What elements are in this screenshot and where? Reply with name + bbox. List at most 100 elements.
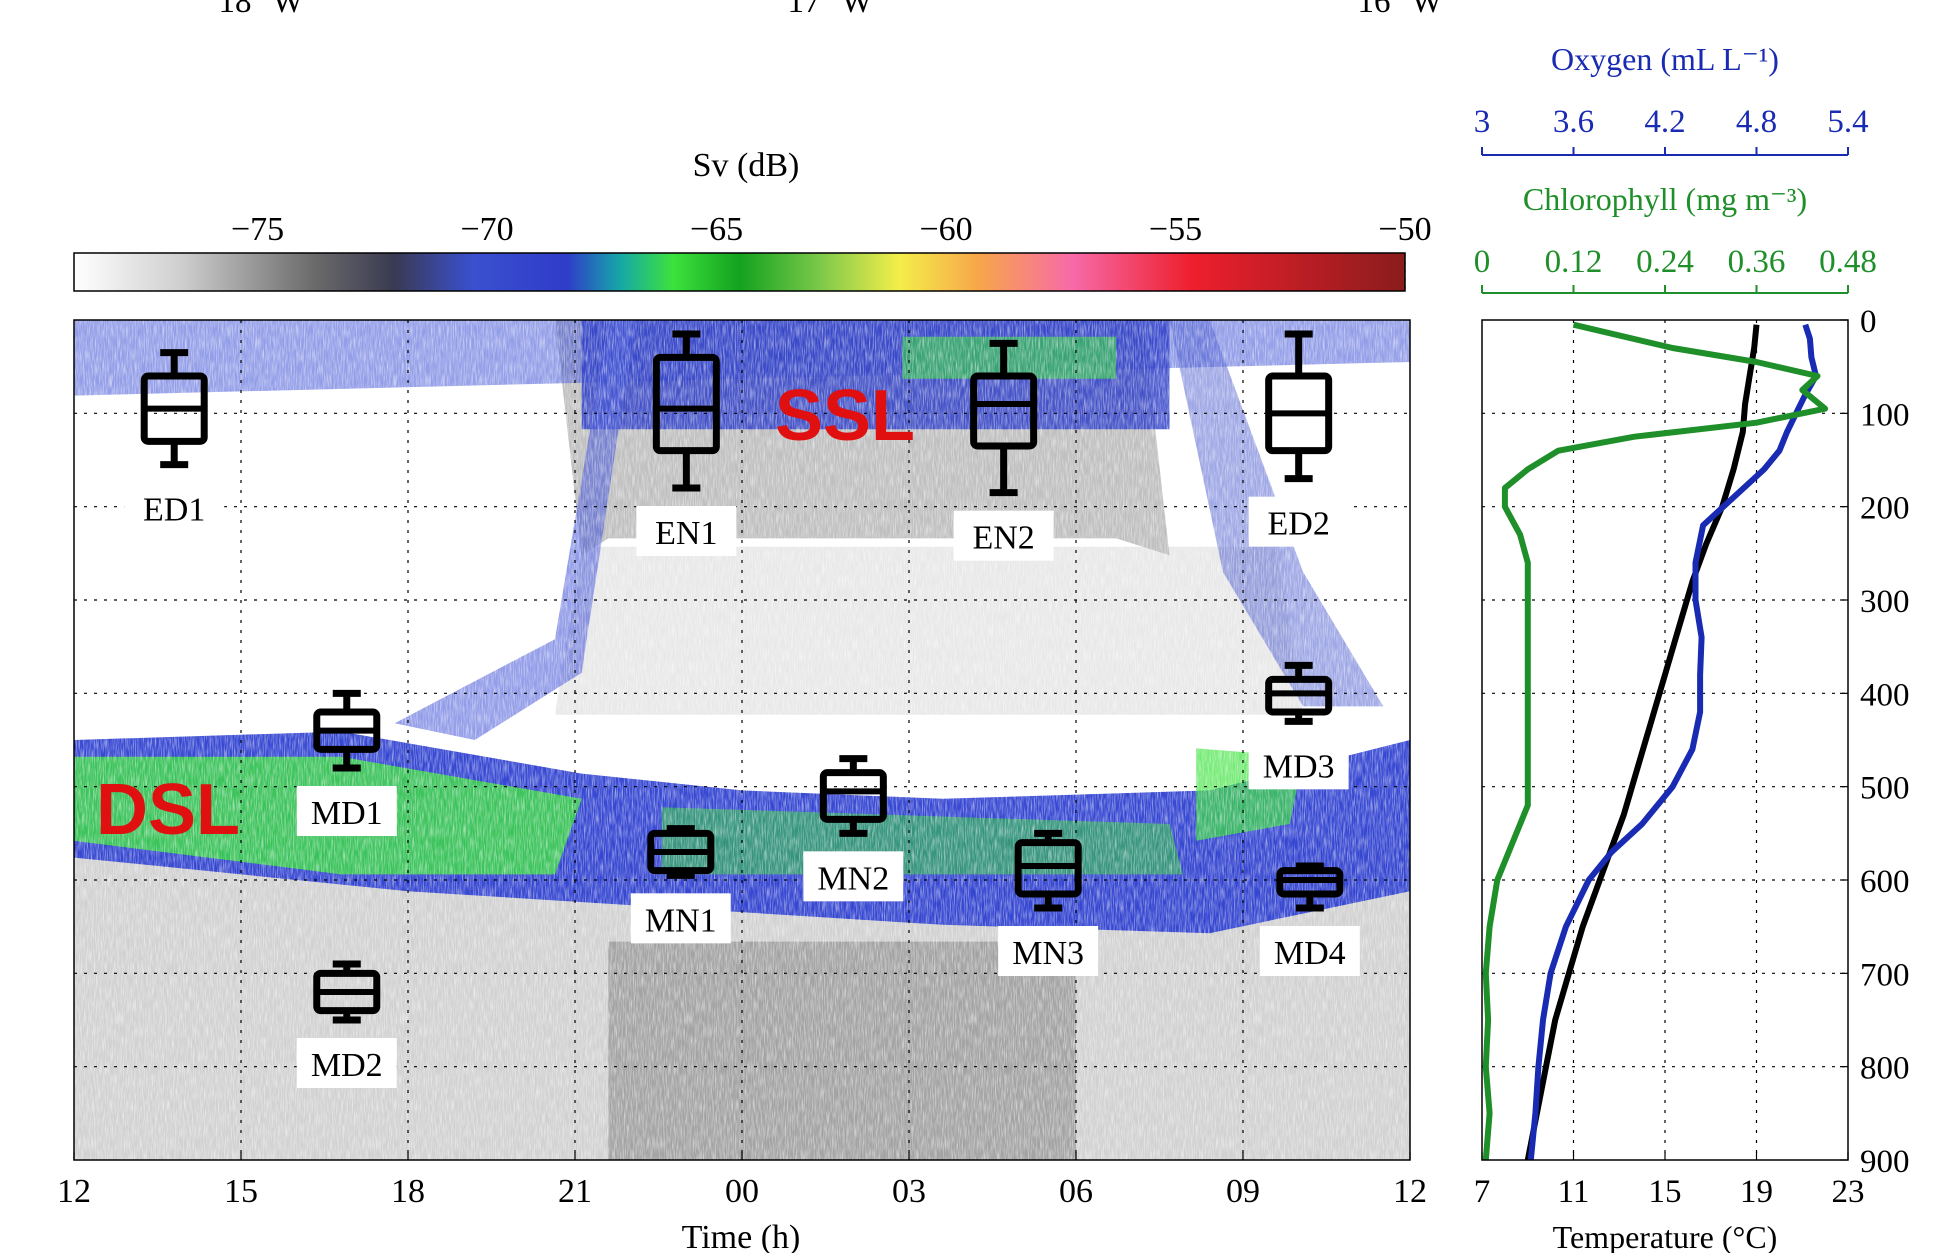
profile-line-oxygen xyxy=(1527,323,1819,1161)
profile-lines xyxy=(1482,321,1829,1161)
echogram-x-tick-label: 12 xyxy=(57,1173,91,1210)
echogram-x-tick-label: 03 xyxy=(892,1173,926,1210)
colorbar: Sv (dB) −75 −70 −65 −60 −55 −50 xyxy=(73,147,1432,292)
depth-tick-label: 300 xyxy=(1860,584,1910,620)
chlorophyll-axis-label: Chlorophyll (mg m⁻³) xyxy=(1523,181,1807,217)
station-box xyxy=(970,372,1038,450)
depth-tick-label: 400 xyxy=(1860,677,1910,713)
top-axis-tick-label: 0.48 xyxy=(1819,244,1877,280)
station-label-bg xyxy=(1248,496,1349,547)
temperature-tick-label: 11 xyxy=(1558,1174,1590,1210)
station-label: MD2 xyxy=(311,1047,383,1084)
echogram-x-ticks: 12 15 18 21 00 03 06 09 12 xyxy=(57,1152,1427,1210)
station-mn2: MN2 xyxy=(803,755,904,902)
station-label: MN3 xyxy=(1012,935,1084,972)
station-ed1: ED1 xyxy=(124,349,225,533)
temperature-x-ticks: 7 11 15 19 23 xyxy=(1474,1152,1865,1210)
station-label: MN1 xyxy=(645,902,717,939)
echogram-x-tick-label: 06 xyxy=(1059,1173,1093,1210)
station-label-bg xyxy=(953,510,1054,561)
longitude-label-2: 16° W xyxy=(1358,0,1444,20)
profile-grid xyxy=(1482,320,1848,1160)
layer-label-ssl: SSL xyxy=(775,376,915,456)
station-mn1: MN1 xyxy=(630,825,731,944)
top-axis-tick-label: 0.36 xyxy=(1728,244,1786,280)
station-label: EN1 xyxy=(655,515,717,552)
echogram-panel: 12 15 18 21 00 03 06 09 12 Time (h) ED1 EN1 EN2 ED2… xyxy=(57,319,1427,1253)
temperature-tick-label: 7 xyxy=(1474,1174,1491,1210)
echogram-x-tick-label: 18 xyxy=(391,1173,425,1210)
station-label-bg xyxy=(1259,926,1360,976)
oxygen-axis-label: Oxygen (mL L⁻¹) xyxy=(1551,41,1779,77)
station-mn3: MN3 xyxy=(998,829,1099,976)
top-axis-tick-label: 3.6 xyxy=(1553,104,1594,140)
profile-panel: Oxygen (mL L⁻¹) 3 3.6 4.2 4.8 5.4 Chlorophyl… xyxy=(1474,41,1910,1253)
top-axis-tick-label: 3 xyxy=(1474,104,1491,140)
temperature-tick-label: 15 xyxy=(1649,1174,1682,1210)
station-label-bg xyxy=(1248,739,1349,790)
top-axis-tick-label: 0 xyxy=(1474,244,1491,280)
depth-tick-label: 100 xyxy=(1860,397,1910,433)
top-axis-tick-label: 4.8 xyxy=(1736,104,1777,140)
station-label: ED1 xyxy=(143,492,205,529)
depth-tick-label: 200 xyxy=(1860,491,1910,527)
station-label: ED2 xyxy=(1268,506,1330,543)
top-longitude-axis: 18° W 17° W 16° W xyxy=(219,0,1444,20)
echogram-x-tick-label: 09 xyxy=(1226,1173,1260,1210)
depth-y-ticks: 0 100 200 300 400 500 600 700 800 900 xyxy=(1840,304,1910,1180)
chlorophyll-axis: 0 0.12 0.24 0.36 0.48 xyxy=(1474,244,1877,294)
station-box xyxy=(819,769,887,823)
station-label-bg xyxy=(124,482,225,533)
colorbar-tick-label: −65 xyxy=(690,211,743,248)
depth-tick-label: 0 xyxy=(1860,304,1877,340)
station-label: MD3 xyxy=(1263,748,1335,785)
station-label: MN2 xyxy=(817,860,889,897)
top-axis-tick-label: 0.24 xyxy=(1636,244,1694,280)
station-label-bg xyxy=(636,506,737,556)
colorbar-tick-label: −50 xyxy=(1378,211,1431,248)
colorbar-label: Sv (dB) xyxy=(693,147,800,184)
top-axis-tick-label: 4.2 xyxy=(1644,104,1685,140)
depth-tick-label: 800 xyxy=(1860,1051,1910,1087)
depth-tick-label: 500 xyxy=(1860,771,1910,807)
station-label-bg xyxy=(296,1038,397,1088)
station-label-bg xyxy=(998,926,1099,976)
station-label: MD4 xyxy=(1274,935,1346,972)
echogram-grid xyxy=(74,320,1410,1160)
depth-tick-label: 600 xyxy=(1860,864,1910,900)
profile-line-temperature xyxy=(1524,324,1760,1161)
station-md2: MD2 xyxy=(296,960,397,1088)
oxygen-axis: 3 3.6 4.2 4.8 5.4 xyxy=(1474,104,1869,156)
station-markers: ED1 EN1 EN2 ED2 MD1 MN1 MN2 MN3 MD3 MD4 MD2 xyxy=(124,330,1360,1088)
colorbar-tick-label: −55 xyxy=(1149,211,1202,248)
station-md3: MD3 xyxy=(1248,661,1349,790)
layer-label-dsl: DSL xyxy=(96,770,240,850)
colorbar-tick-label: −70 xyxy=(460,211,513,248)
colorbar-tick-label: −60 xyxy=(919,211,972,248)
station-label-bg xyxy=(803,851,904,902)
profile-line-chlorophyll xyxy=(1482,321,1829,1161)
colorbar-ticks: −75 −70 −65 −60 −55 −50 xyxy=(231,211,1432,291)
station-md1: MD1 xyxy=(296,689,397,836)
echogram-xlabel: Time (h) xyxy=(682,1219,801,1253)
station-ed2: ED2 xyxy=(1248,330,1349,547)
colorbar-tick-label: −75 xyxy=(231,211,284,248)
station-box xyxy=(652,353,720,455)
station-label-bg xyxy=(296,786,397,836)
station-label: EN2 xyxy=(972,520,1034,557)
echogram-x-tick-label: 00 xyxy=(725,1173,759,1210)
longitude-label-0: 18° W xyxy=(219,0,305,20)
station-md4: MD4 xyxy=(1259,862,1360,976)
colorbar-gradient xyxy=(73,252,1406,292)
station-label-bg xyxy=(630,893,731,944)
temperature-xlabel: Temperature (°C) xyxy=(1553,1219,1778,1253)
longitude-label-1: 17° W xyxy=(788,0,874,20)
temperature-tick-label: 19 xyxy=(1740,1174,1773,1210)
depth-tick-label: 700 xyxy=(1860,957,1910,993)
station-en1: EN1 xyxy=(636,330,737,556)
temperature-tick-label: 23 xyxy=(1832,1174,1865,1210)
top-axis-tick-label: 5.4 xyxy=(1827,104,1868,140)
top-axis-tick-label: 0.12 xyxy=(1545,244,1603,280)
station-label: MD1 xyxy=(311,795,383,832)
